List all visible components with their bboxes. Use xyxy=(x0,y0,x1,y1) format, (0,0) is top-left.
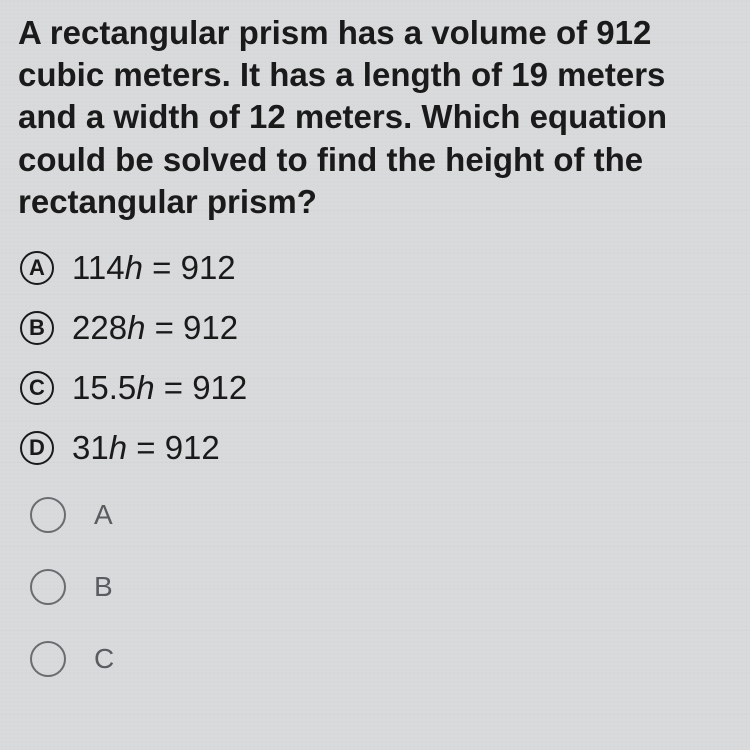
choice-list: A 114h = 912 B 228h = 912 C 15.5h = 912 … xyxy=(20,245,732,471)
radio-icon[interactable] xyxy=(30,497,66,533)
choice-equation-c: 15.5h = 912 xyxy=(72,369,247,407)
choice-var: h xyxy=(109,429,127,466)
choice-rhs: 912 xyxy=(183,309,238,346)
choice-rhs: 912 xyxy=(165,429,220,466)
choice-c: C 15.5h = 912 xyxy=(20,365,732,411)
choice-letter-a: A xyxy=(20,251,54,285)
choice-letter-d: D xyxy=(20,431,54,465)
choice-var: h xyxy=(127,309,145,346)
choice-b: B 228h = 912 xyxy=(20,305,732,351)
radio-icon[interactable] xyxy=(30,641,66,677)
answer-option-b[interactable]: B xyxy=(30,569,732,605)
choice-coef: 114 xyxy=(72,249,125,286)
choice-d: D 31h = 912 xyxy=(20,425,732,471)
answer-label: A xyxy=(94,499,113,531)
answer-label: B xyxy=(94,571,113,603)
answer-option-c[interactable]: C xyxy=(30,641,732,677)
choice-coef: 15.5 xyxy=(72,369,136,406)
choice-equation-a: 114h = 912 xyxy=(72,249,236,287)
choice-var: h xyxy=(136,369,154,406)
choice-letter-c: C xyxy=(20,371,54,405)
choice-rhs: 912 xyxy=(192,369,247,406)
choice-rhs: 912 xyxy=(181,249,236,286)
choice-equation-b: 228h = 912 xyxy=(72,309,238,347)
answer-option-a[interactable]: A xyxy=(30,497,732,533)
choice-letter-b: B xyxy=(20,311,54,345)
question-text: A rectangular prism has a volume of 912 … xyxy=(18,12,732,223)
choice-a: A 114h = 912 xyxy=(20,245,732,291)
choice-coef: 31 xyxy=(72,429,109,466)
choice-equation-d: 31h = 912 xyxy=(72,429,220,467)
answer-options: A B C xyxy=(30,497,732,677)
choice-var: h xyxy=(125,249,143,286)
answer-label: C xyxy=(94,643,114,675)
choice-coef: 228 xyxy=(72,309,127,346)
radio-icon[interactable] xyxy=(30,569,66,605)
